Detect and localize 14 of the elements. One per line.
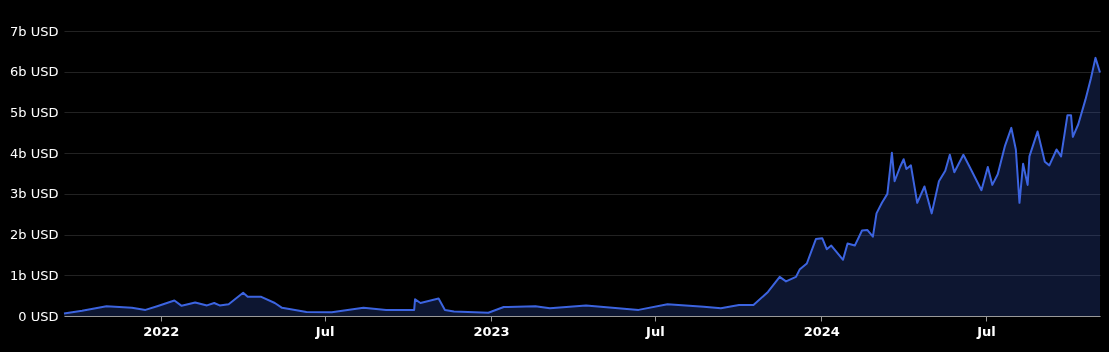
y-tick-label: 0 USD	[18, 308, 59, 324]
y-tick-label: 6b USD	[10, 64, 59, 80]
x-tick-label: 2022	[143, 323, 180, 339]
y-tick-label: 7b USD	[10, 23, 59, 39]
y-tick-label: 2b USD	[10, 227, 59, 243]
y-tick-label: 1b USD	[10, 267, 59, 283]
x-tick-label: 2023	[473, 323, 510, 339]
x-tick-label: Jul	[314, 323, 335, 339]
y-tick-label: 5b USD	[10, 104, 59, 120]
y-tick-label: 3b USD	[10, 186, 59, 202]
x-tick-label: 2024	[803, 323, 840, 339]
y-tick-label: 4b USD	[10, 145, 59, 161]
x-tick-label: Jul	[976, 323, 996, 339]
x-tick-label: Jul	[645, 323, 665, 339]
